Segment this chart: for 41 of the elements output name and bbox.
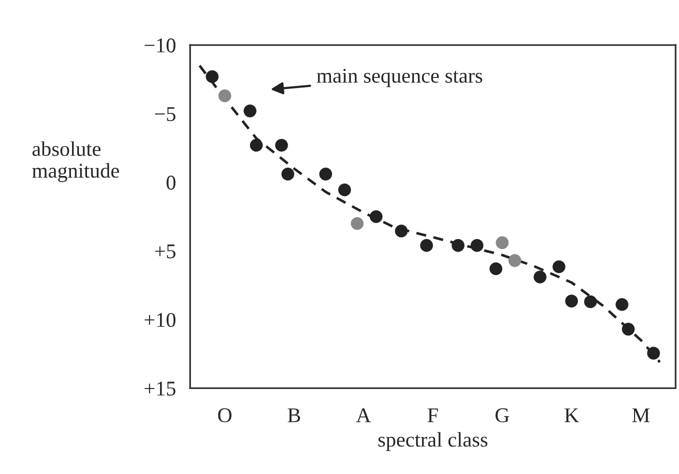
point [622,322,635,336]
x-tick-label: F [428,408,438,422]
y-axis-title: absolute magnitude [32,141,119,182]
point [552,260,566,274]
point [244,104,256,118]
point [319,168,332,180]
point [452,239,464,252]
x-tick-label: G [496,408,510,422]
y-tick-label: −5 [155,107,176,122]
x-axis-title: spectral class [378,432,488,451]
point [250,138,263,152]
point [496,236,509,250]
annotation: main sequence stars [316,68,482,88]
line-series [198,64,662,364]
x-tick-label: B [288,408,300,422]
y-tick-label: +10 [144,312,176,328]
point [565,294,578,308]
point [370,210,383,224]
x-tick-label: O [218,408,232,422]
x-tick-label: M [632,408,650,422]
y-tick-label: +5 [155,244,176,258]
point [218,89,232,102]
point [338,183,351,196]
point [470,239,484,252]
point [534,270,546,284]
y-tick-label: −10 [144,38,176,52]
point [647,346,660,360]
point [616,298,628,311]
point [584,295,597,308]
y-tick-label: +15 [144,382,176,396]
point [420,239,433,252]
point [206,70,219,84]
x-tick-label: K [564,408,579,422]
point [490,262,502,276]
point [508,254,522,267]
y-tick-label: 0 [166,176,176,190]
point [350,217,364,230]
x-tick-label: A [356,408,371,422]
point [275,138,288,152]
point [394,224,408,238]
point [281,168,294,180]
